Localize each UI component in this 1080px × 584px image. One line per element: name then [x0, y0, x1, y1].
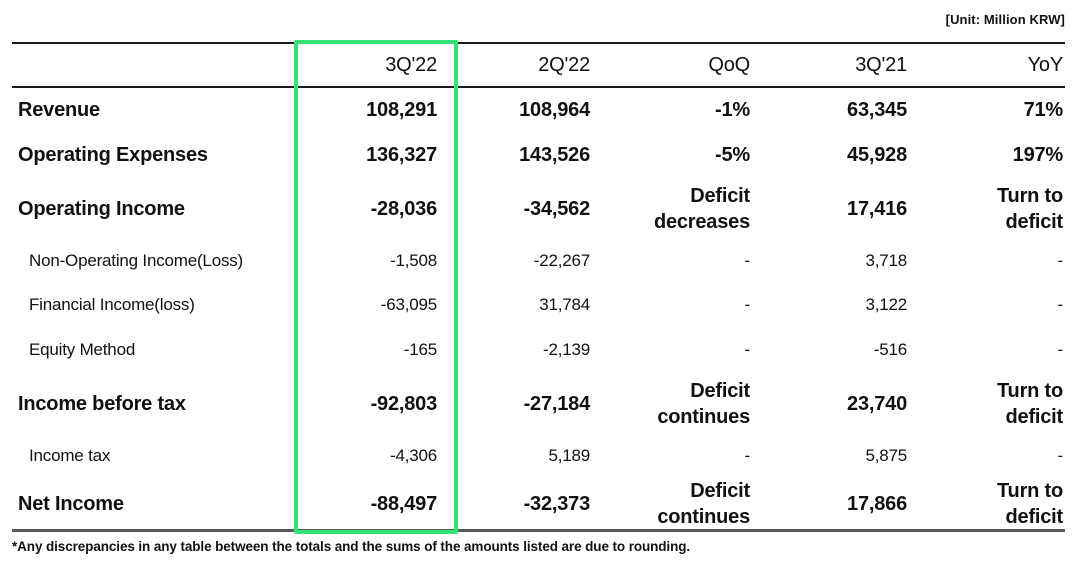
- row-label: Net Income: [18, 493, 124, 516]
- header-3q21: 3Q'21: [855, 53, 907, 76]
- row-label: Income tax: [29, 446, 111, 466]
- cell-3q21: 63,345: [847, 99, 907, 122]
- cell-qoq: -: [744, 295, 751, 315]
- table-row-revenue: Revenue 108,291 108,964 -1% 63,345 71%: [12, 88, 1065, 133]
- cell-yoy: -: [1057, 295, 1064, 315]
- cell-2q22: -2,139: [542, 340, 590, 360]
- cell-yoy: Turn to deficit: [997, 480, 1063, 529]
- row-label: Operating Expenses: [18, 144, 208, 167]
- cell-qoq: -: [744, 446, 751, 466]
- table-row-financial-income: Financial Income(loss) -63,095 31,784 - …: [12, 283, 1065, 328]
- cell-3q21: 23,740: [847, 392, 907, 415]
- cell-3q21: 17,866: [847, 493, 907, 516]
- cell-qoq: -5%: [715, 144, 750, 167]
- cell-3q21: 5,875: [865, 446, 907, 466]
- table-row-net-income: Net Income -88,497 -32,373 Deficit conti…: [12, 478, 1065, 529]
- cell-2q22: 31,784: [539, 295, 590, 315]
- cell-yoy: Turn to deficit: [997, 379, 1063, 428]
- cell-3q22: -1,508: [389, 251, 437, 271]
- cell-yoy: -: [1057, 251, 1064, 271]
- cell-qoq: Deficit continues: [657, 379, 750, 428]
- table-row-income-before-tax: Income before tax -92,803 -27,184 Defici…: [12, 373, 1065, 435]
- cell-qoq: -: [744, 251, 751, 271]
- table-row-operating-income: Operating Income -28,036 -34,562 Deficit…: [12, 178, 1065, 240]
- row-label: Financial Income(loss): [29, 295, 195, 315]
- cell-3q22: -88,497: [370, 493, 438, 516]
- cell-3q21: 3,718: [865, 251, 907, 271]
- table-row-non-operating-income: Non-Operating Income(Loss) -1,508 -22,26…: [12, 240, 1065, 283]
- cell-3q21: -516: [873, 340, 907, 360]
- header-3q22: 3Q'22: [385, 53, 437, 76]
- table-row-operating-expenses: Operating Expenses 136,327 143,526 -5% 4…: [12, 133, 1065, 178]
- cell-3q22: 136,327: [366, 144, 437, 167]
- cell-qoq: -1%: [715, 99, 750, 122]
- cell-3q21: 17,416: [847, 197, 907, 220]
- cell-yoy: 71%: [1023, 99, 1064, 122]
- header-yoy: YoY: [1027, 53, 1064, 76]
- table-body: Revenue 108,291 108,964 -1% 63,345 71% O…: [12, 88, 1065, 532]
- cell-2q22: 5,189: [548, 446, 590, 466]
- cell-qoq: -: [744, 340, 751, 360]
- cell-qoq: Deficit decreases: [653, 184, 750, 233]
- row-label: Non-Operating Income(Loss): [29, 251, 244, 271]
- cell-yoy: -: [1057, 340, 1064, 360]
- unit-label: [Unit: Million KRW]: [945, 12, 1065, 27]
- income-statement-table: 3Q'22 2Q'22 QoQ 3Q'21 YoY Revenue 108,29…: [12, 42, 1065, 532]
- cell-2q22: 108,964: [519, 99, 590, 122]
- cell-3q21: 45,928: [847, 144, 907, 167]
- footnote: *Any discrepancies in any table between …: [12, 539, 691, 554]
- cell-2q22: -34,562: [523, 197, 591, 220]
- cell-3q22: -165: [403, 340, 437, 360]
- cell-3q22: 108,291: [366, 99, 437, 122]
- cell-3q22: -92,803: [370, 392, 438, 415]
- cell-yoy: 197%: [1012, 144, 1064, 167]
- row-label: Revenue: [18, 99, 100, 122]
- cell-yoy: -: [1057, 446, 1064, 466]
- row-label: Operating Income: [18, 197, 185, 220]
- cell-2q22: -32,373: [523, 493, 591, 516]
- header-qoq: QoQ: [708, 53, 750, 76]
- row-label: Income before tax: [18, 392, 186, 415]
- cell-2q22: 143,526: [519, 144, 590, 167]
- cell-yoy: Turn to deficit: [997, 184, 1063, 233]
- cell-3q22: -28,036: [370, 197, 438, 220]
- table-header-row: 3Q'22 2Q'22 QoQ 3Q'21 YoY: [12, 42, 1065, 88]
- cell-3q22: -63,095: [380, 295, 437, 315]
- cell-2q22: -22,267: [533, 251, 590, 271]
- table-row-equity-method: Equity Method -165 -2,139 - -516 -: [12, 328, 1065, 373]
- cell-3q22: -4,306: [389, 446, 437, 466]
- table-row-income-tax: Income tax -4,306 5,189 - 5,875 -: [12, 435, 1065, 478]
- cell-qoq: Deficit continues: [657, 480, 750, 529]
- header-2q22: 2Q'22: [538, 53, 590, 76]
- cell-2q22: -27,184: [523, 392, 591, 415]
- cell-3q21: 3,122: [865, 295, 907, 315]
- row-label: Equity Method: [29, 340, 136, 360]
